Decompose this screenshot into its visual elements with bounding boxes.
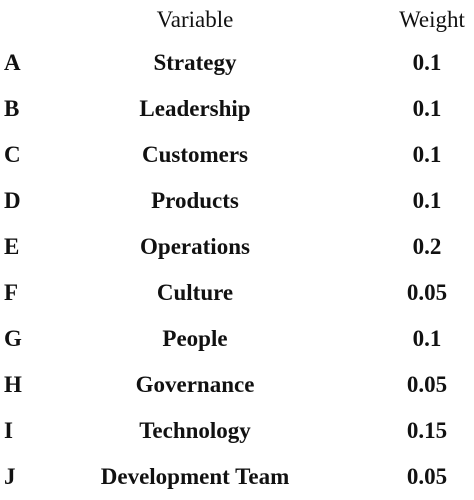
table-row: A Strategy 0.1 <box>0 40 474 86</box>
row-weight: 0.1 <box>412 142 442 167</box>
row-id: F <box>4 280 19 305</box>
row-id: H <box>4 372 22 397</box>
row-variable: Customers <box>141 142 249 167</box>
table-row: D Products 0.1 <box>0 178 474 224</box>
row-variable: Leadership <box>139 96 251 121</box>
row-id: J <box>4 464 16 489</box>
table-row: J Development Team 0.05 <box>0 454 474 500</box>
table-row: C Customers 0.1 <box>0 132 474 178</box>
row-id: D <box>4 188 21 213</box>
row-id: I <box>4 418 13 443</box>
row-weight: 0.1 <box>412 188 442 213</box>
header-weight: Weight <box>399 7 465 32</box>
row-id: G <box>4 326 22 351</box>
row-weight: 0.1 <box>412 326 442 351</box>
table-row: H Governance 0.05 <box>0 362 474 408</box>
row-variable: Operations <box>140 234 250 259</box>
table-header-row: Variable Weight <box>0 0 474 40</box>
table-row: B Leadership 0.1 <box>0 86 474 132</box>
header-id <box>4 0 44 40</box>
row-variable: Development Team <box>100 464 290 489</box>
header-variable: Variable <box>156 7 234 32</box>
table-row: E Operations 0.2 <box>0 224 474 270</box>
row-weight: 0.2 <box>412 234 442 259</box>
row-weight: 0.05 <box>406 372 448 397</box>
row-id: C <box>4 142 21 167</box>
row-variable: Strategy <box>153 50 237 75</box>
row-id: A <box>4 50 21 75</box>
row-variable: Governance <box>135 372 255 397</box>
row-weight: 0.1 <box>412 96 442 121</box>
row-id: E <box>4 234 20 259</box>
row-weight: 0.05 <box>406 464 448 489</box>
row-id: B <box>4 96 20 121</box>
row-variable: Culture <box>156 280 234 305</box>
table-row: I Technology 0.15 <box>0 408 474 454</box>
row-variable: Technology <box>139 418 251 443</box>
row-variable: People <box>162 326 228 351</box>
row-weight: 0.1 <box>412 50 442 75</box>
row-variable: Products <box>151 188 239 213</box>
table-row: G People 0.1 <box>0 316 474 362</box>
table-row: F Culture 0.05 <box>0 270 474 316</box>
row-weight: 0.15 <box>406 418 448 443</box>
row-weight: 0.05 <box>406 280 448 305</box>
